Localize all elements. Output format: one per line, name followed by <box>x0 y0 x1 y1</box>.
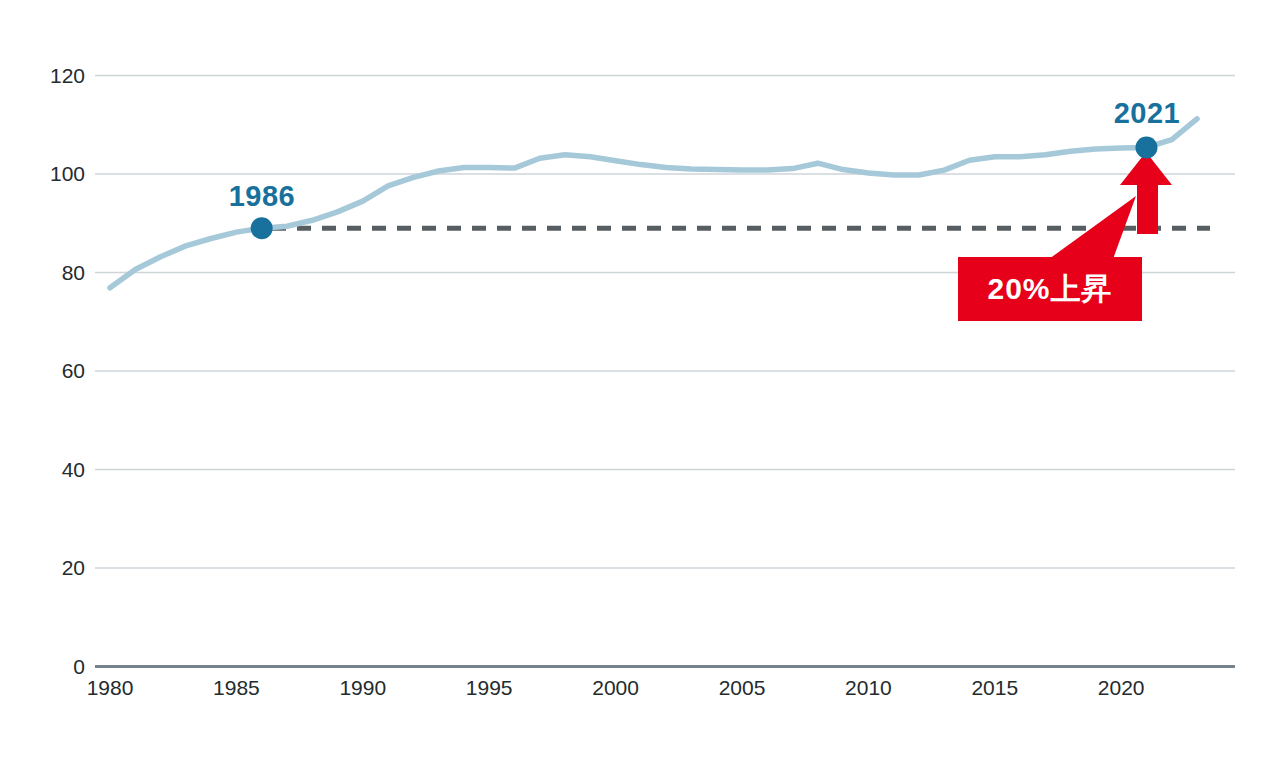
x-tick-label: 2010 <box>823 676 913 700</box>
point-marker-1986 <box>251 217 273 239</box>
y-tick-label: 0 <box>0 655 85 679</box>
annotation-label-1986: 1986 <box>192 180 332 213</box>
annotation-label-2021: 2021 <box>1077 97 1217 130</box>
x-tick-label: 2005 <box>697 676 787 700</box>
x-tick-label: 1995 <box>444 676 534 700</box>
x-tick-label: 1985 <box>191 676 281 700</box>
x-tick-label: 1980 <box>65 676 155 700</box>
callout-increase-text: 20%上昇 <box>987 269 1112 310</box>
y-tick-label: 120 <box>0 64 85 88</box>
chart-canvas: 0 20 40 60 80 100 120 1980 1985 1990 1995 2000 2005… <box>0 0 1280 768</box>
x-tick-label: 1990 <box>318 676 408 700</box>
y-tick-label: 100 <box>0 162 85 186</box>
x-tick-label: 2015 <box>950 676 1040 700</box>
x-tick-label: 2000 <box>571 676 661 700</box>
callout-wedge <box>1049 196 1136 259</box>
callout-increase-box: 20%上昇 <box>958 257 1142 321</box>
y-tick-label: 60 <box>0 359 85 383</box>
y-tick-label: 20 <box>0 556 85 580</box>
point-marker-2021 <box>1135 136 1157 158</box>
x-tick-label: 2020 <box>1076 676 1166 700</box>
arrow-up-icon <box>1120 152 1172 234</box>
y-tick-label: 40 <box>0 458 85 482</box>
y-tick-label: 80 <box>0 261 85 285</box>
